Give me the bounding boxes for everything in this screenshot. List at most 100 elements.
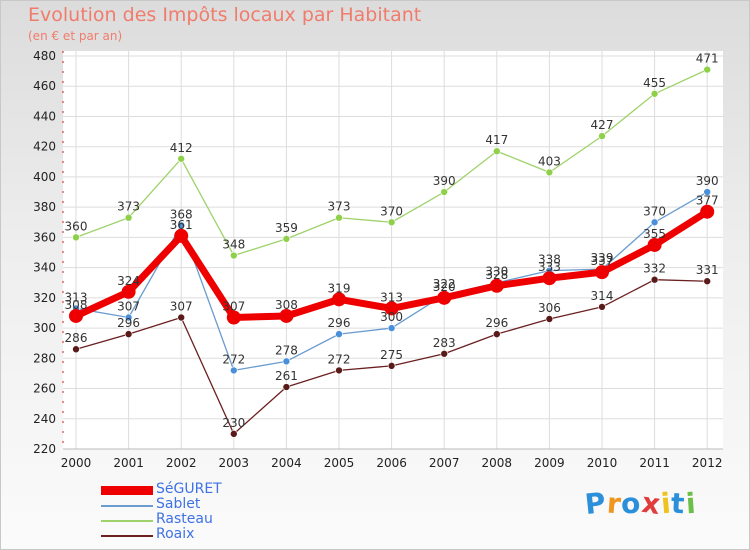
data-label: 338 (538, 253, 561, 267)
data-label: 283 (433, 336, 456, 350)
data-label: 300 (380, 310, 403, 324)
legend-swatch (101, 534, 153, 537)
data-point (335, 330, 343, 338)
data-label: 313 (65, 290, 88, 304)
data-point (279, 308, 294, 323)
data-label: 296 (117, 316, 140, 330)
y-tick-label: 380 (33, 200, 56, 214)
data-label: 355 (643, 227, 666, 241)
legend-swatch (101, 519, 153, 522)
x-tick-label: 2009 (534, 456, 565, 470)
data-point (492, 330, 501, 338)
chart-subtitle: (en € et par an) (28, 29, 123, 43)
data-label: 330 (485, 265, 508, 279)
data-point (124, 213, 133, 222)
data-point (72, 345, 80, 354)
x-tick-label: 2003 (219, 456, 250, 470)
data-label: 417 (485, 133, 508, 147)
data-point (703, 277, 712, 286)
labels-rasteau: 360 373 412 348 359 373 370 390 417 403 427 455 471 (65, 52, 719, 252)
y-tick-label: 420 (33, 140, 56, 154)
data-point (703, 65, 712, 74)
data-point (124, 313, 133, 322)
data-label: 308 (275, 298, 298, 312)
data-point (174, 228, 189, 243)
legend-label: SéGURET (156, 481, 222, 497)
data-point (437, 290, 452, 305)
data-point (282, 235, 291, 243)
data-point (177, 154, 185, 163)
data-label: 359 (275, 221, 298, 235)
data-point (598, 132, 606, 140)
data-point (282, 357, 291, 366)
y-tick-label: 320 (33, 291, 56, 305)
labels-seguret: 308 324 361 307 308 319 313 320 328 333 337 355 377 (65, 194, 719, 314)
legend-item-rasteau: Rasteau (101, 511, 301, 528)
data-point (650, 275, 659, 284)
y-tick-label: 300 (33, 321, 56, 335)
y-tick-label: 360 (33, 230, 56, 244)
x-tick-label: 2007 (429, 456, 460, 470)
legend-swatch (101, 504, 153, 507)
data-label: 307 (170, 299, 193, 313)
y-tick-label: 400 (33, 170, 56, 184)
y-tick-label: 220 (33, 442, 56, 456)
data-label: 272 (222, 352, 245, 366)
data-point (121, 284, 136, 299)
data-point (177, 221, 185, 230)
data-point (230, 251, 238, 260)
data-label: 339 (591, 251, 614, 265)
data-point (700, 204, 715, 219)
brand-letter: i (684, 486, 698, 521)
data-label: 230 (222, 416, 245, 430)
data-point (595, 265, 609, 280)
data-point (226, 310, 241, 325)
legend-label: Rasteau (156, 511, 213, 527)
data-label: 261 (275, 369, 298, 383)
legend-swatch (101, 486, 153, 495)
data-point (545, 315, 554, 323)
brand-letter: t (670, 486, 687, 521)
data-label: 322 (433, 277, 456, 291)
data-point (332, 292, 346, 307)
data-point (387, 218, 396, 227)
y-tick-label: 340 (33, 261, 56, 275)
data-point (598, 303, 606, 311)
data-label: 361 (170, 218, 193, 232)
data-label: 373 (328, 200, 351, 214)
data-point (124, 330, 133, 338)
x-tick-label: 2005 (324, 456, 355, 470)
data-label: 308 (65, 298, 88, 312)
y-tick-label: 460 (33, 79, 56, 93)
data-point (647, 237, 662, 252)
data-point (387, 324, 396, 332)
data-label: 471 (696, 52, 719, 66)
data-label: 390 (433, 174, 456, 188)
y-tick-label: 440 (33, 109, 56, 123)
data-point (387, 362, 396, 370)
chart-title: Evolution des Impôts locaux par Habitant (28, 4, 422, 26)
data-label: 455 (643, 76, 666, 90)
data-label: 427 (591, 118, 614, 132)
data-point (650, 89, 659, 98)
data-point (542, 271, 557, 286)
x-tick-label: 2006 (376, 456, 407, 470)
data-label: 319 (328, 281, 351, 295)
x-tick-label: 2001 (113, 456, 144, 470)
series-seguret (69, 204, 715, 325)
data-label: 368 (170, 207, 193, 221)
data-label: 306 (538, 301, 561, 315)
data-label: 307 (222, 299, 245, 313)
x-tick-label: 2010 (587, 456, 618, 470)
data-point (282, 383, 291, 391)
data-point (69, 308, 83, 323)
legend-label: Sablet (156, 496, 201, 512)
data-label: 314 (591, 289, 614, 303)
data-point (440, 188, 449, 196)
legend-label: Roaix (156, 526, 195, 542)
labels-sablet: 313 307 368 272 278 296 300 322 330 338 339 370 390 (65, 174, 719, 366)
data-label: 307 (117, 299, 140, 313)
data-label: 296 (485, 316, 508, 330)
